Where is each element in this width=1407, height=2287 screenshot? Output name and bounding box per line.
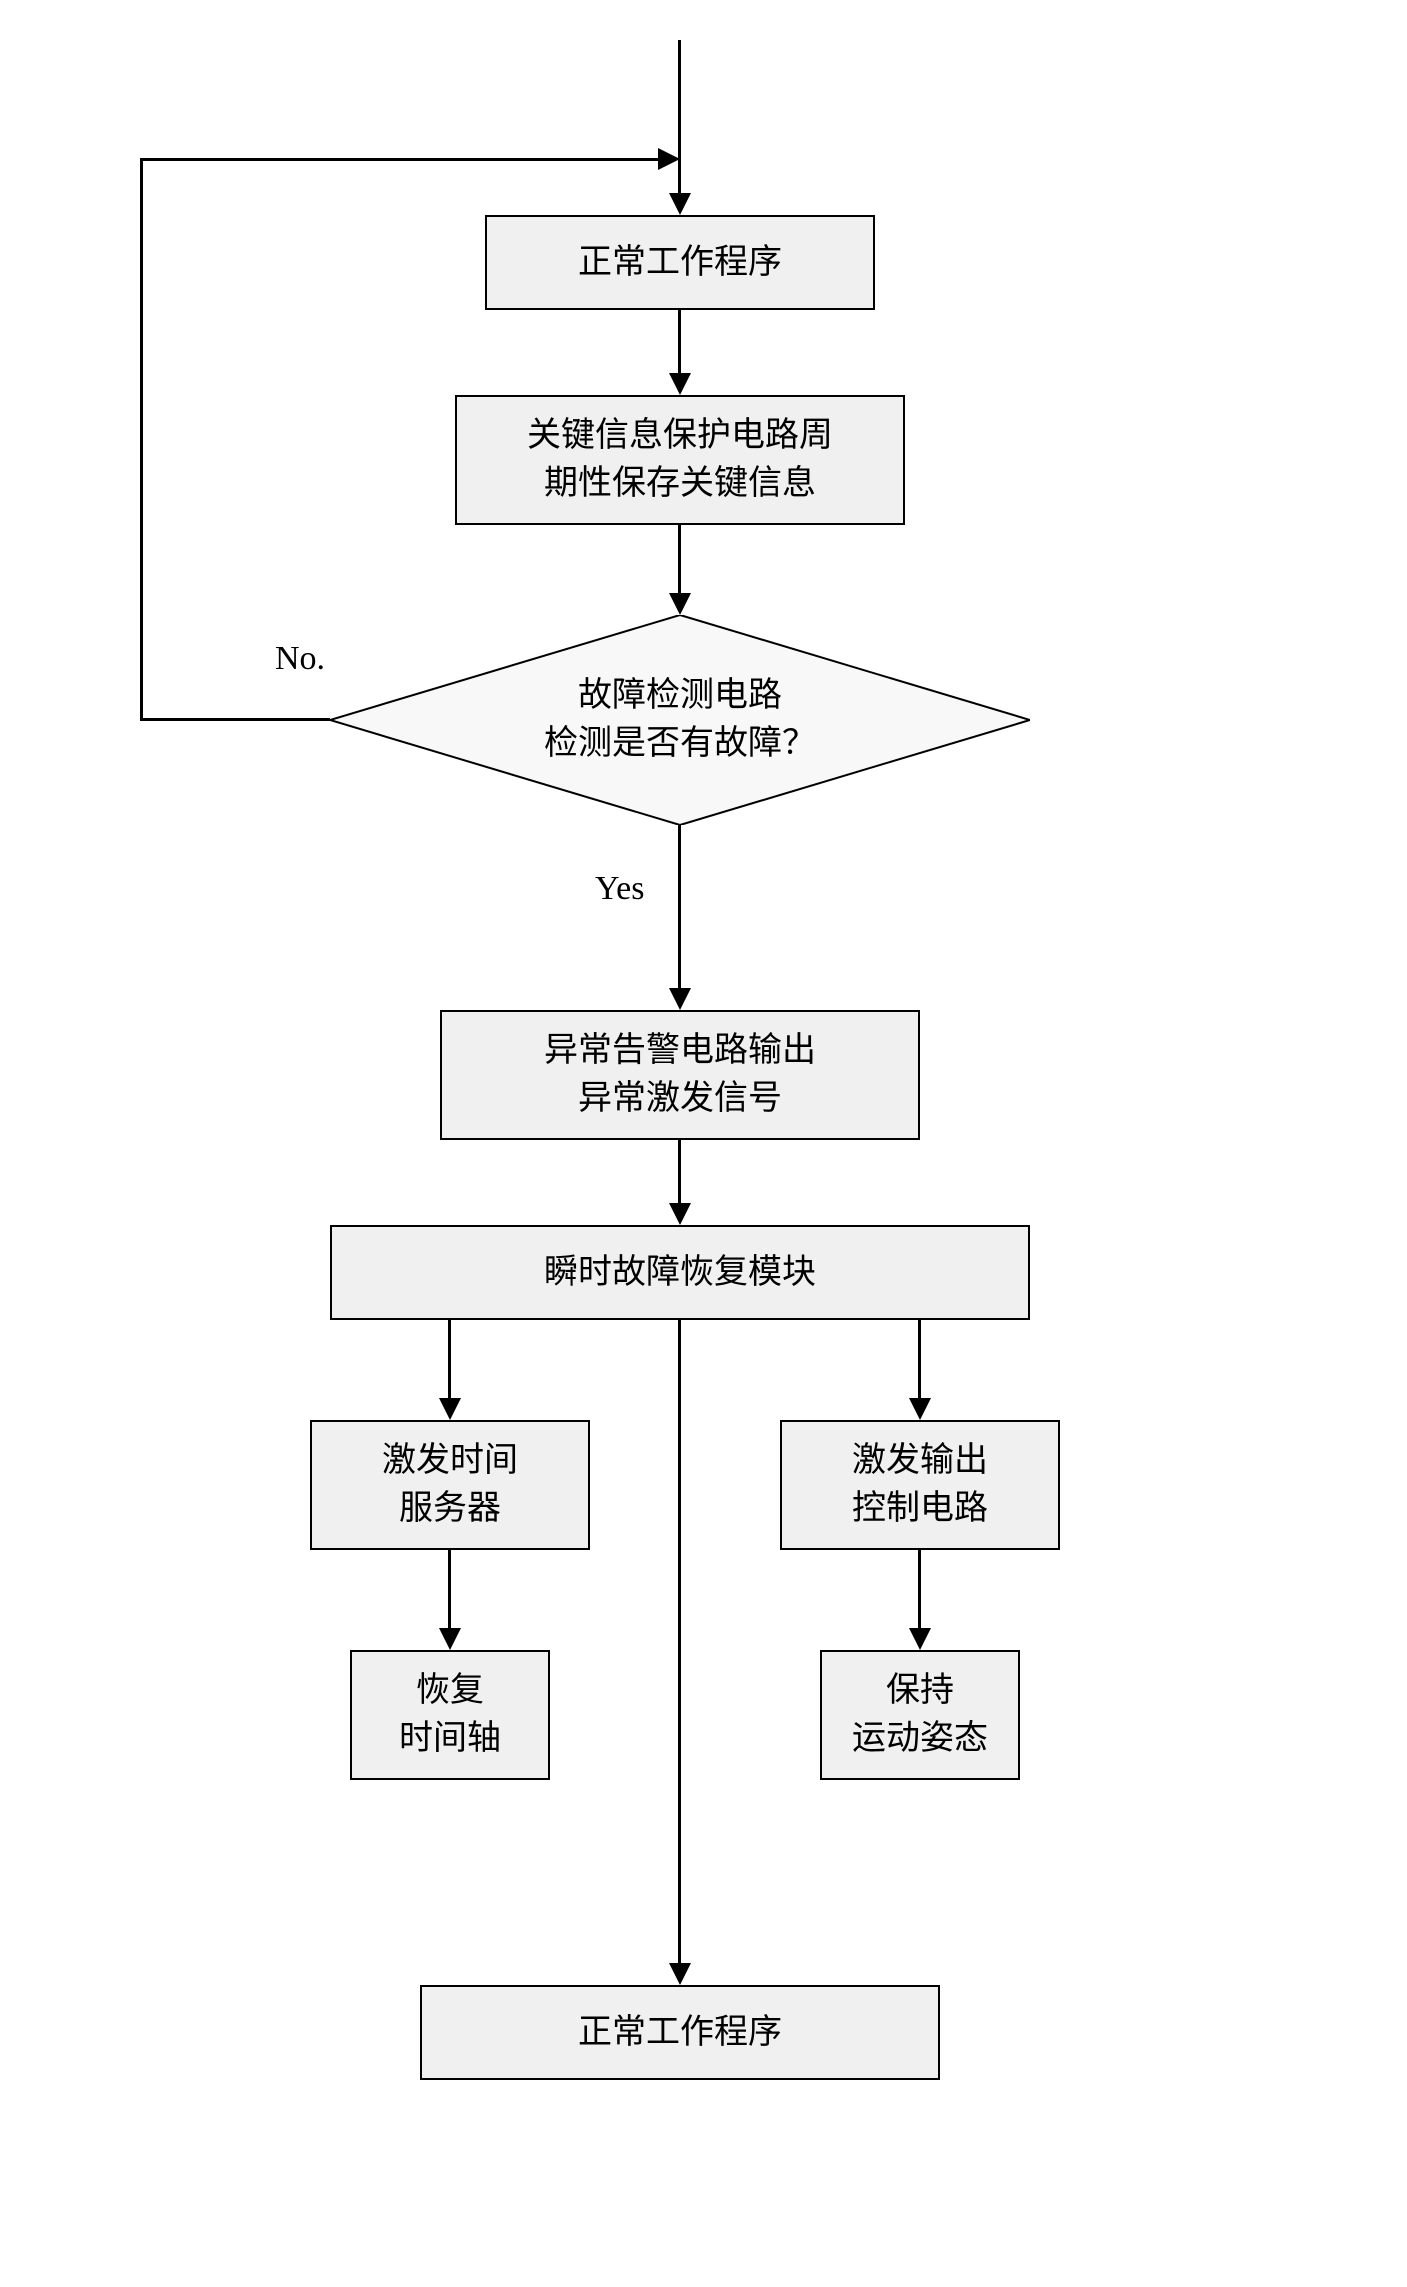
edge-n2-d1 [678,525,681,595]
arrow-head-icon [909,1628,931,1650]
edge-n5-n7 [448,1550,451,1630]
edge-n4-n9 [678,1320,681,1965]
node-decision-fault-detect: 故障检测电路 检测是否有故障？ [330,615,1030,825]
node-alarm-output: 异常告警电路输出 异常激发信号 [440,1010,920,1140]
node-trigger-output-ctrl: 激发输出 控制电路 [780,1420,1060,1550]
node-text: 瞬时故障恢复模块 [544,1249,816,1297]
node-text: 激发输出 控制电路 [852,1437,988,1532]
edge-n6-n8 [918,1550,921,1630]
edge-no-h1 [140,718,330,721]
arrow-head-icon [669,1963,691,1985]
arrow-head-icon [669,1203,691,1225]
node-restore-timeline: 恢复 时间轴 [350,1650,550,1780]
node-keep-posture: 保持 运动姿态 [820,1650,1020,1780]
node-trigger-time-server: 激发时间 服务器 [310,1420,590,1550]
node-text: 正常工作程序 [578,2009,782,2057]
arrow-head-icon [909,1398,931,1420]
edge-n3-n4 [678,1140,681,1205]
arrow-head-icon [439,1628,461,1650]
node-normal-work-1: 正常工作程序 [485,215,875,310]
arrow-head-icon [439,1398,461,1420]
edge-n1-n2 [678,310,681,375]
arrow-head-icon [669,373,691,395]
arrow-head-icon [669,593,691,615]
node-text: 关键信息保护电路周 期性保存关键信息 [527,412,833,507]
edge-n4-n6 [918,1320,921,1400]
node-text: 正常工作程序 [578,239,782,287]
node-key-info-protect: 关键信息保护电路周 期性保存关键信息 [455,395,905,525]
node-text: 异常告警电路输出 异常激发信号 [544,1027,816,1122]
label-no: No. [275,640,325,678]
node-instant-recovery-module: 瞬时故障恢复模块 [330,1225,1030,1320]
node-text: 激发时间 服务器 [382,1437,518,1532]
node-text: 故障检测电路 检测是否有故障？ [544,672,816,767]
edge-n4-n5 [448,1320,451,1400]
node-text: 保持 运动姿态 [852,1667,988,1762]
edge-no-v [140,160,143,721]
edge-top-in [678,40,681,195]
arrow-head-icon [669,988,691,1010]
label-yes: Yes [595,870,644,908]
edge-no-h2 [140,158,660,161]
node-normal-work-2: 正常工作程序 [420,1985,940,2080]
arrow-head-icon [658,148,680,170]
node-text: 恢复 时间轴 [399,1667,501,1762]
arrow-head-icon [669,193,691,215]
edge-yes [678,825,681,990]
